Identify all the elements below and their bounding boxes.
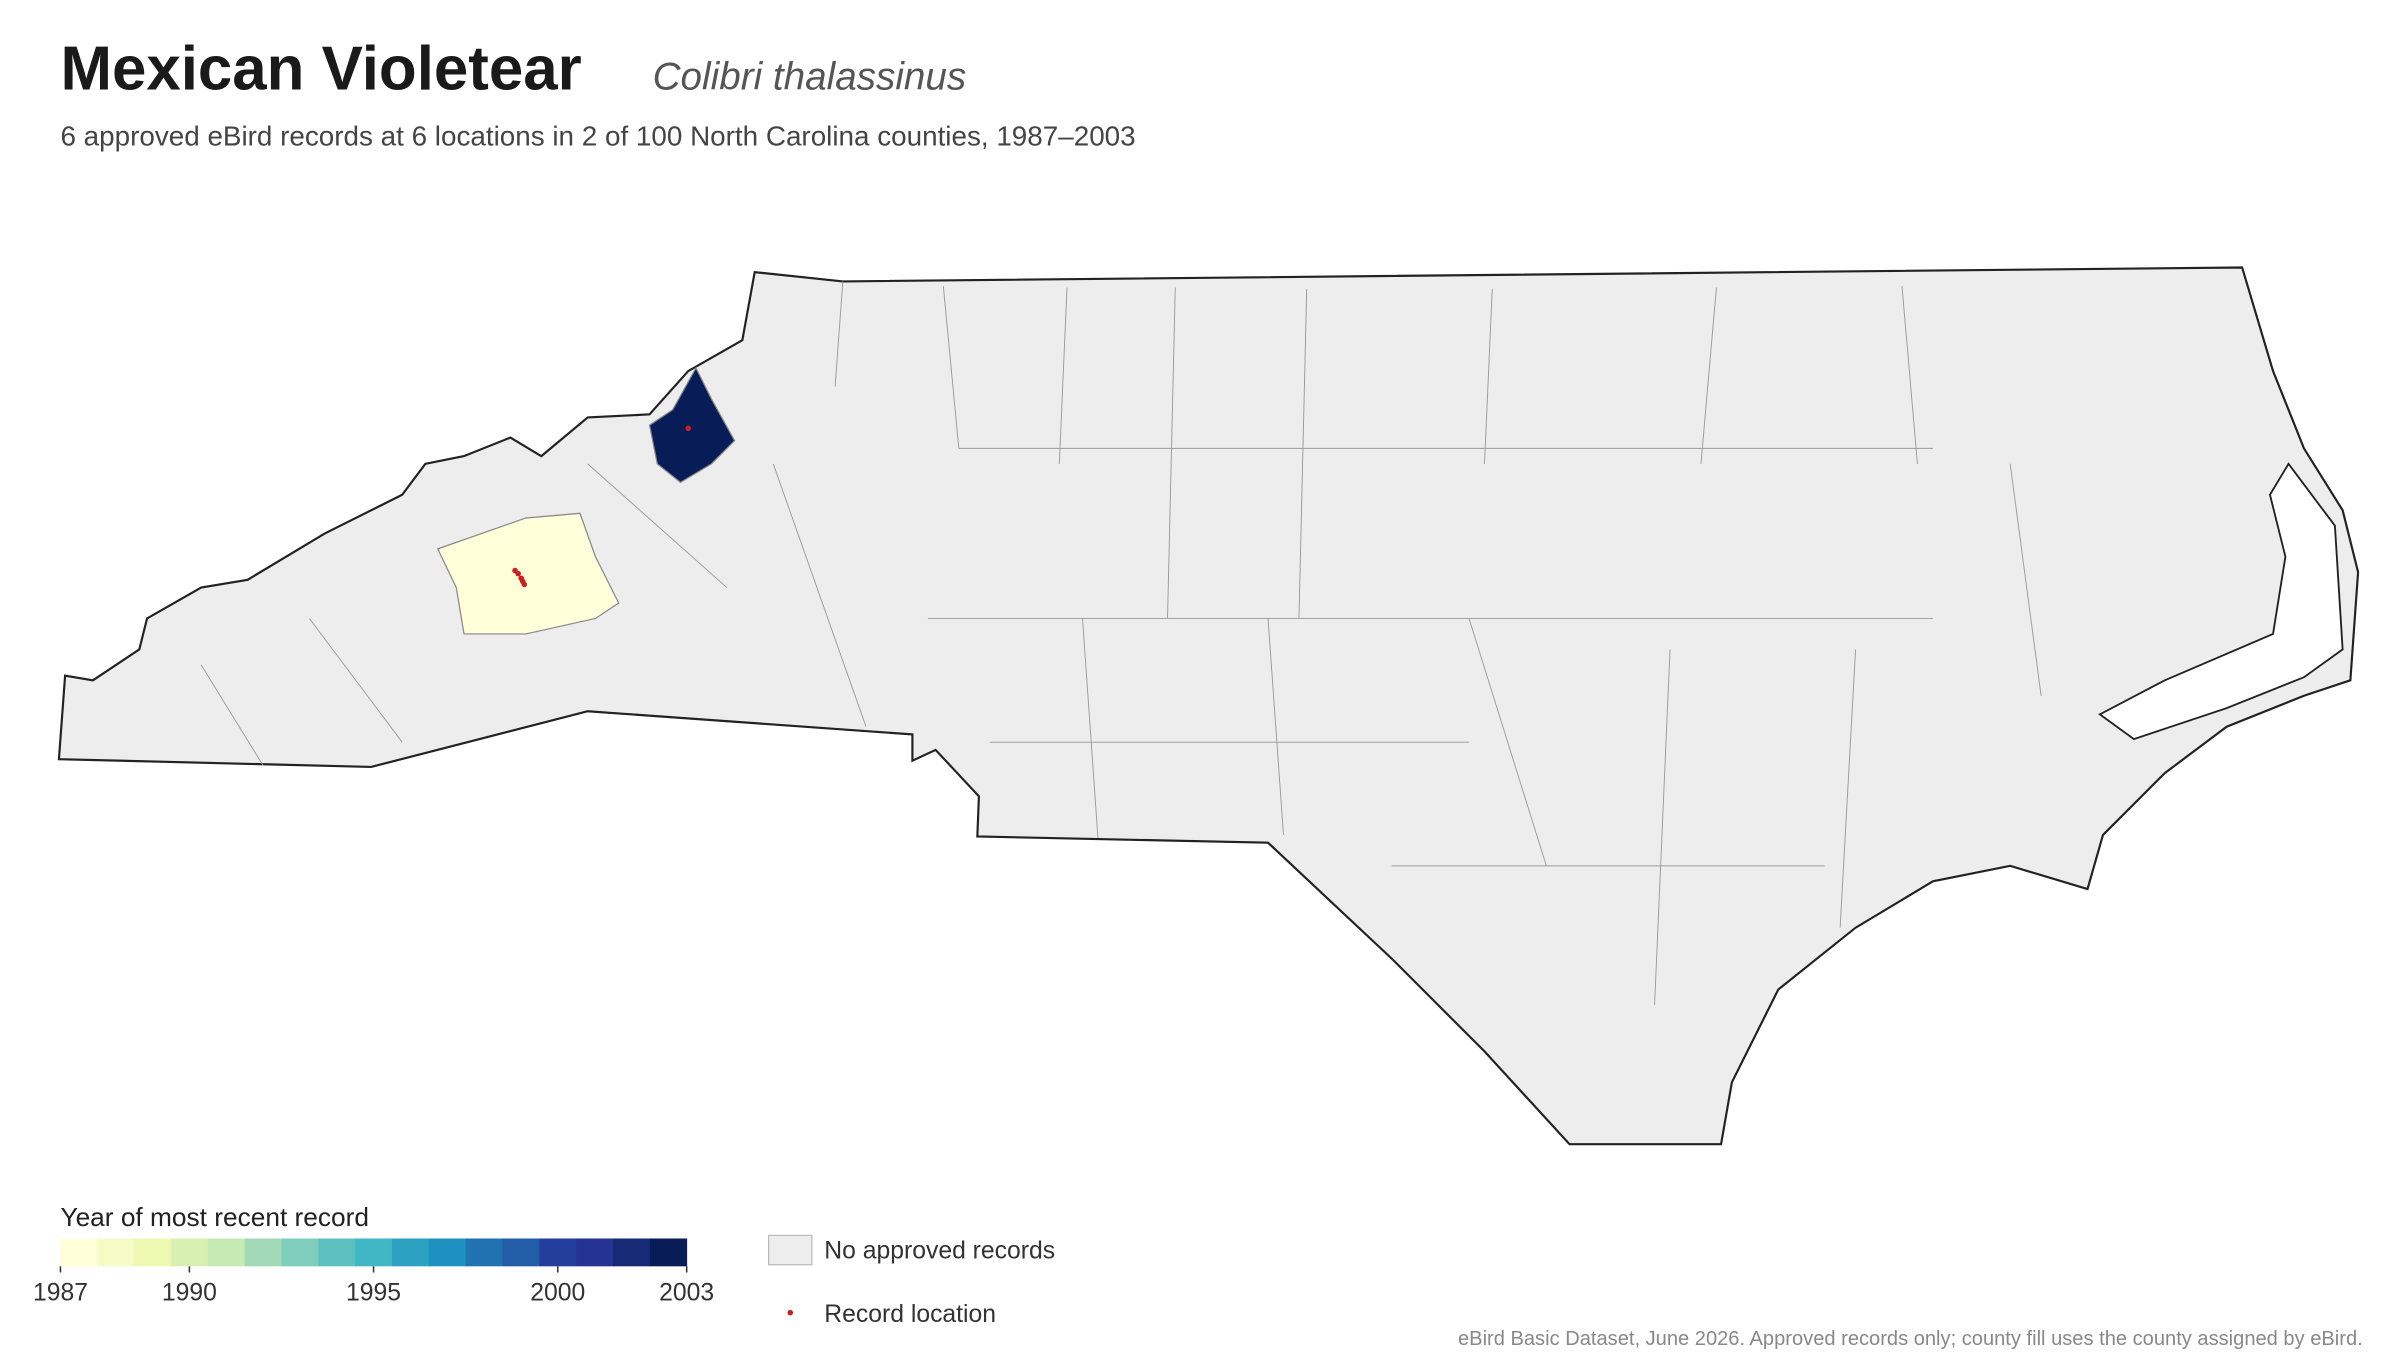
colorbar-tick-label: 1987 <box>33 1279 88 1306</box>
colorbar-segment <box>612 1238 651 1267</box>
record-point <box>521 581 528 588</box>
title: Mexican Violetear <box>60 35 581 104</box>
county <box>648 366 736 484</box>
colorbar-segment <box>318 1238 356 1267</box>
colorbar-segment <box>97 1238 135 1267</box>
county-lines <box>200 281 2042 1006</box>
no-records-swatch <box>767 1234 813 1266</box>
colorbar-tick-label: 1990 <box>162 1279 217 1306</box>
colorbar-tick-label: 2003 <box>659 1279 714 1306</box>
legend-title: Year of most recent record <box>60 1202 369 1232</box>
colorbar-tick-label: 2000 <box>530 1279 585 1306</box>
colorbar-segment <box>539 1238 577 1267</box>
no-records-label: No approved records <box>824 1238 1055 1265</box>
state-map <box>57 266 2360 1146</box>
colorbar-segment <box>576 1238 614 1267</box>
record-swatch <box>787 1309 794 1316</box>
colorbar-segment <box>134 1238 172 1267</box>
colorbar-segment <box>502 1238 540 1267</box>
colorbar-tick-label: 1995 <box>346 1279 401 1306</box>
county <box>436 512 620 635</box>
record-points <box>512 425 691 588</box>
footer: eBird Basic Dataset, June 2026. Approved… <box>1458 1328 2363 1350</box>
colorbar-segment <box>649 1238 688 1267</box>
sound <box>2098 462 2344 741</box>
record-point <box>685 425 691 432</box>
scientific-name: Colibri thalassinus <box>653 56 967 99</box>
subtitle: 6 approved eBird records at 6 locations … <box>60 120 1135 151</box>
state-outline <box>57 266 2360 1146</box>
colorbar-segment <box>207 1238 246 1267</box>
colorbar-segment <box>170 1238 209 1267</box>
record-point <box>515 570 521 577</box>
colorbar: 1987 1990 1995 2000 2003 <box>33 1238 714 1306</box>
colorbar-segment <box>355 1238 393 1267</box>
colorbar-segment <box>60 1238 98 1267</box>
colorbar-segment <box>244 1238 282 1267</box>
colorbar-segment <box>281 1238 319 1267</box>
colorbar-segment <box>428 1238 467 1267</box>
record-label: Record location <box>824 1301 996 1328</box>
colorbar-segment <box>465 1238 503 1267</box>
colorbar-segment <box>391 1238 430 1267</box>
